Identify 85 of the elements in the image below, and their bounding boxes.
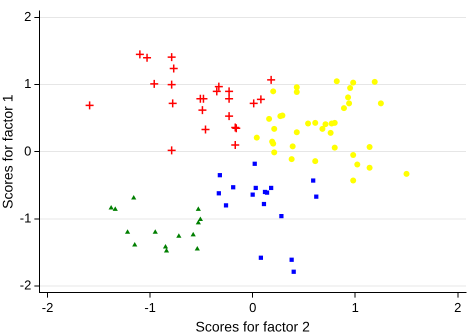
point — [212, 86, 222, 96]
point — [132, 242, 138, 246]
point — [84, 100, 94, 110]
point — [312, 120, 318, 126]
point — [354, 161, 360, 168]
point — [288, 156, 295, 162]
point — [152, 229, 158, 234]
y-tick-label: 2 — [24, 9, 32, 24]
point — [230, 140, 240, 150]
point — [290, 143, 296, 150]
x-tick-label: -1 — [144, 300, 156, 315]
point — [131, 194, 136, 200]
point — [292, 270, 296, 274]
point — [216, 191, 221, 196]
point — [250, 192, 255, 197]
x-tick-label: -2 — [42, 300, 54, 315]
point — [168, 98, 178, 108]
point — [378, 100, 384, 106]
point — [198, 105, 208, 115]
y-tick-label: -1 — [20, 210, 32, 226]
point — [314, 194, 318, 199]
point — [254, 134, 260, 141]
point — [112, 206, 118, 211]
point — [305, 120, 312, 127]
point — [266, 75, 276, 85]
point — [332, 144, 338, 151]
point — [162, 244, 168, 248]
point — [258, 256, 264, 260]
x-tick-label: 0 — [249, 300, 256, 315]
point — [319, 126, 326, 132]
y-axis-title: Scores for factor 1 — [0, 94, 16, 209]
point — [214, 82, 224, 92]
point — [218, 173, 222, 178]
point — [366, 144, 373, 150]
point — [271, 149, 278, 156]
point — [198, 216, 203, 221]
point — [166, 52, 176, 62]
point — [190, 232, 196, 236]
point — [271, 126, 278, 132]
x-axis-title: Scores for factor 2 — [195, 318, 310, 334]
y-tick-label: 0 — [24, 143, 32, 158]
x-tick-label: 1 — [352, 300, 359, 315]
point — [224, 94, 234, 104]
point — [224, 86, 234, 96]
point — [269, 186, 274, 190]
point — [350, 178, 356, 184]
point — [248, 98, 258, 108]
point — [340, 105, 347, 112]
point — [404, 170, 410, 177]
y-tick-label: 1 — [24, 76, 32, 92]
point — [366, 164, 373, 171]
point — [231, 185, 236, 190]
point — [350, 80, 356, 86]
point — [322, 121, 328, 128]
x-tick-label: 2 — [454, 300, 462, 315]
point — [346, 100, 352, 106]
point — [332, 120, 338, 126]
point — [124, 229, 130, 234]
point — [294, 129, 300, 136]
point — [224, 111, 234, 121]
point — [266, 116, 272, 122]
point — [312, 158, 318, 164]
point — [196, 220, 201, 224]
point — [290, 258, 294, 262]
point — [345, 94, 352, 100]
point — [328, 130, 334, 136]
point — [334, 78, 340, 84]
point — [252, 162, 257, 166]
y-tick-label: -2 — [20, 277, 32, 292]
point — [164, 248, 170, 252]
point — [168, 64, 178, 74]
point — [311, 178, 316, 183]
point — [347, 84, 354, 91]
point — [200, 124, 210, 134]
point — [270, 88, 276, 94]
point — [166, 80, 176, 90]
point — [196, 206, 201, 211]
point — [350, 152, 356, 158]
point — [254, 186, 258, 190]
point — [194, 246, 200, 250]
point — [108, 205, 114, 210]
point — [372, 78, 378, 85]
point — [149, 79, 159, 89]
point — [256, 94, 266, 104]
point — [166, 146, 176, 156]
